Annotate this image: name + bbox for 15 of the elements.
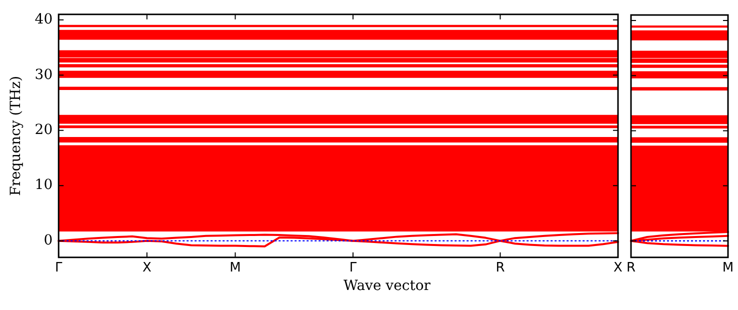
y-tick-label: 40 xyxy=(34,12,53,28)
x-tick-label: X xyxy=(142,260,152,276)
y-tick-label: 20 xyxy=(34,122,53,138)
y-tick-label: 30 xyxy=(34,66,53,83)
y-tick-label: 10 xyxy=(34,177,53,194)
x-tick-label: M xyxy=(722,260,734,276)
y-axis-title: Frequency (THz) xyxy=(8,76,24,196)
x-tick-label: M xyxy=(230,260,241,276)
x-tick-label: Γ xyxy=(349,260,358,276)
x-tick-label: R xyxy=(626,260,636,276)
x-tick-label: X xyxy=(614,260,623,276)
x-axis-title: Wave vector xyxy=(342,278,432,294)
y-tick-label: 0 xyxy=(44,232,53,248)
x-tick-label: R xyxy=(496,260,505,276)
x-tick-label: Γ xyxy=(54,260,63,276)
